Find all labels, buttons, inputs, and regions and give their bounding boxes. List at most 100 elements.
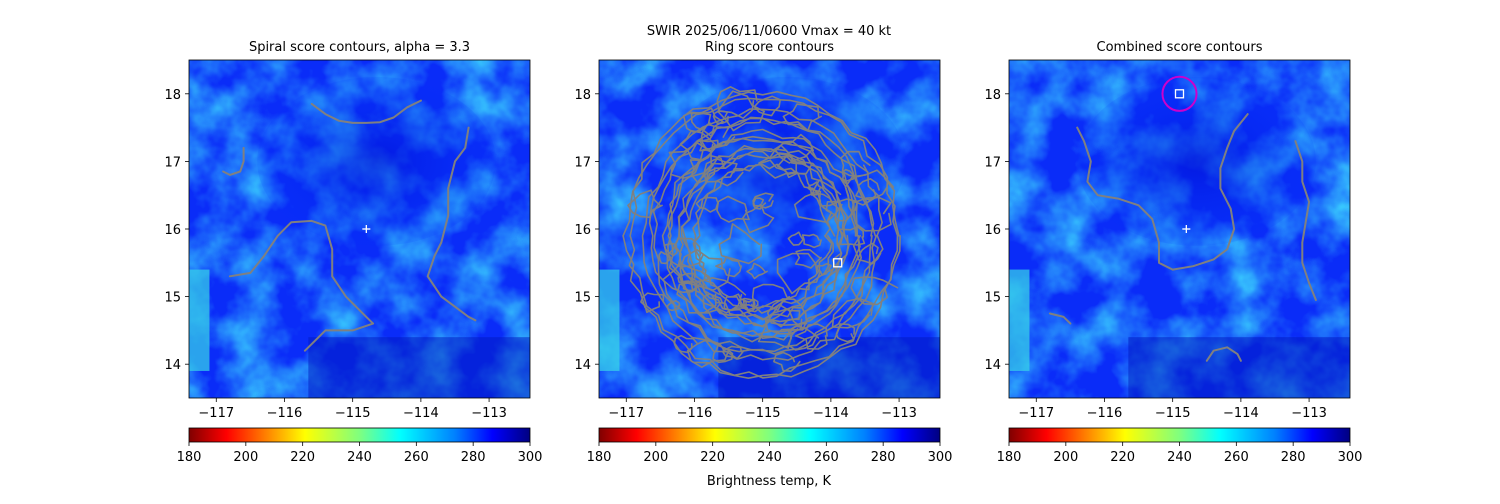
- ring-contour-blob: [794, 323, 828, 350]
- ring-contour-blob: [695, 196, 719, 213]
- panel-combined: Combined score contours −117 −116 −115 −114 −…: [984, 40, 1362, 465]
- colorbar-tick-label: 260: [1224, 450, 1249, 465]
- score-contour-line: [426, 126, 477, 322]
- panel-ring: Ring score contours −117 −116 −115 −114 −113 1…: [574, 40, 952, 465]
- x-tick-label: −117: [1018, 406, 1054, 421]
- ir-image: [599, 60, 940, 398]
- ir-south-band: [308, 337, 530, 398]
- x-tick-label: −114: [813, 406, 849, 421]
- ring-contour-blob: [793, 192, 843, 223]
- contour-group: [1048, 113, 1317, 362]
- colorbar-tick-label: 300: [928, 450, 953, 465]
- y-tick-label: 14: [574, 358, 591, 373]
- y-tick-label: 15: [164, 291, 181, 306]
- ring-contour-loop: [628, 97, 899, 379]
- colorbar-tick-label: 300: [518, 450, 543, 465]
- ring-contour-blob: [775, 133, 814, 164]
- best-center-square: [833, 258, 843, 268]
- ring-contour-blob: [640, 292, 665, 314]
- colorbar-tick-label: 280: [1281, 450, 1306, 465]
- ring-contour-loop: [661, 128, 862, 343]
- ring-contour-blob: [801, 233, 822, 249]
- score-contour-line: [222, 146, 245, 176]
- x-tick-label: −113: [471, 406, 507, 421]
- panel-title: Combined score contours: [1097, 40, 1263, 55]
- score-contour-line: [228, 219, 375, 352]
- storm-center-marker: [1182, 225, 1191, 233]
- ir-image: [1009, 60, 1350, 398]
- score-contour-line: [1048, 312, 1072, 325]
- x-tick-label: −114: [1223, 406, 1259, 421]
- ring-contour-blob: [787, 325, 820, 351]
- y-tick-label: 17: [984, 155, 1001, 170]
- x-tick-label: −116: [1087, 406, 1123, 421]
- y-tick-label: 14: [984, 358, 1001, 373]
- y-tick-label: 14: [164, 358, 181, 373]
- ring-contour-blob: [742, 203, 775, 234]
- score-contour-line: [1076, 113, 1249, 271]
- colorbar: [188, 427, 531, 443]
- contour-group: [222, 99, 477, 352]
- colorbar-tick-label: 260: [404, 450, 429, 465]
- y-tick-label: 18: [574, 88, 591, 103]
- colorbar-label: Brightness temp, K: [707, 474, 832, 489]
- ring-contour-blob: [716, 86, 758, 119]
- colorbar-tick-label: 220: [290, 450, 315, 465]
- panel-title: Ring score contours: [705, 40, 834, 55]
- colorbar-tick-label: 180: [587, 450, 612, 465]
- ring-contour-blob: [677, 272, 696, 284]
- ring-contour-loop: [667, 137, 861, 339]
- ir-south-band: [1128, 337, 1350, 398]
- contour-group: [622, 86, 901, 379]
- y-tick-label: 17: [574, 155, 591, 170]
- ring-contour-loop: [641, 108, 884, 361]
- ring-contour-loop: [652, 116, 875, 355]
- y-tick-label: 16: [574, 223, 591, 238]
- x-tick-label: −115: [335, 406, 371, 421]
- ir-south-band: [718, 337, 940, 398]
- colorbar-tick-label: 240: [757, 450, 782, 465]
- colorbar-tick-label: 240: [347, 450, 372, 465]
- ring-contour-loop: [678, 147, 849, 327]
- x-tick-label: −117: [608, 406, 644, 421]
- ring-contour-blob: [746, 262, 768, 280]
- ring-contour-blob: [723, 293, 750, 312]
- figure-suptitle: SWIR 2025/06/11/0600 Vmax = 40 kt: [647, 24, 891, 39]
- ring-contour-blob: [794, 249, 822, 269]
- colorbar-tick-label: 280: [871, 450, 896, 465]
- ring-contour-blob: [782, 103, 822, 132]
- ring-contour-blob: [668, 142, 715, 179]
- ir-cold-core: [257, 76, 496, 246]
- x-tick-label: −116: [267, 406, 303, 421]
- ring-contour-loop: [680, 150, 846, 321]
- score-contour-line: [1205, 346, 1242, 362]
- y-tick-label: 15: [574, 291, 591, 306]
- y-tick-label: 17: [164, 155, 181, 170]
- ring-contour-loop: [692, 163, 833, 309]
- colorbar-tick-label: 240: [1167, 450, 1192, 465]
- ring-contour-blob: [716, 195, 750, 223]
- x-tick-label: −113: [1291, 406, 1327, 421]
- ir-image: [189, 60, 530, 398]
- ring-contour-loop: [692, 159, 836, 313]
- best-center-square: [1174, 89, 1185, 99]
- ring-contour-blob: [752, 192, 774, 209]
- colorbar-tick-label: 200: [643, 450, 668, 465]
- ring-contour-loop: [622, 90, 901, 379]
- ring-contour-blob: [852, 196, 892, 232]
- score-contour-line: [1294, 140, 1317, 301]
- ring-contour-blob: [712, 110, 729, 124]
- ring-contour-blob: [751, 283, 790, 314]
- y-tick-label: 15: [984, 291, 1001, 306]
- y-tick-label: 16: [164, 223, 181, 238]
- ring-contour-blob: [689, 154, 725, 184]
- colorbar-tick-label: 220: [1110, 450, 1135, 465]
- ir-warm-edge: [599, 269, 620, 371]
- ring-contour-loop: [648, 117, 878, 353]
- ring-contour-blob: [666, 300, 681, 312]
- ir-cold-core: [1077, 76, 1316, 246]
- ring-contour-blob: [787, 231, 805, 246]
- ring-contour-loop: [667, 135, 861, 337]
- colorbar-tick-label: 200: [233, 450, 258, 465]
